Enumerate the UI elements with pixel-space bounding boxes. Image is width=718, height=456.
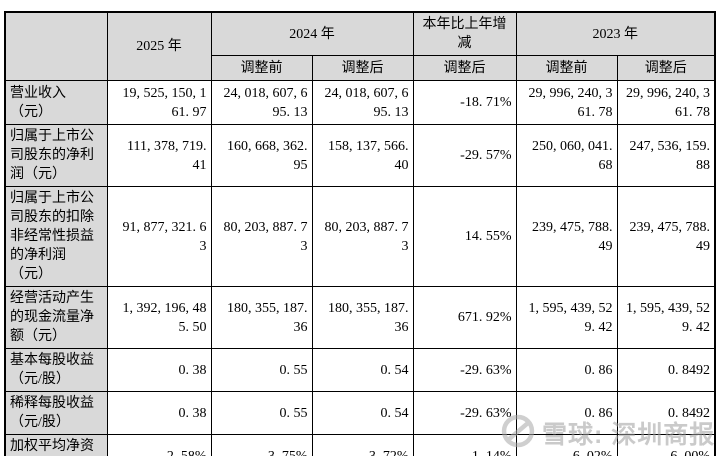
table-row-basic-eps: 基本每股收益 （元/股） 0. 38 0. 55 0. 54 -29. 63% … xyxy=(4,348,716,392)
cell-value: 180, 355, 187. 36 xyxy=(210,286,313,349)
cell-value: 0. 8492 xyxy=(616,391,716,435)
table-row-net-profit: 归属于上市公 司股东的净利 润（元） 111, 378, 719. 41 160… xyxy=(4,124,716,187)
cell-value: 3. 72% xyxy=(311,434,414,456)
cell-value: -29. 57% xyxy=(412,124,517,187)
header-cell-yoy-change: 本年比上年增减 xyxy=(412,11,517,56)
header-cell-2023: 2023 年 xyxy=(515,11,716,56)
row-label: 加权平均净资 产收益率 xyxy=(4,434,108,456)
cell-value: 0. 86 xyxy=(515,391,618,435)
cell-value: 0. 8492 xyxy=(616,348,716,392)
row-label: 营业收入 （元） xyxy=(4,80,108,125)
header-cell-2025: 2025 年 xyxy=(106,11,212,81)
cell-value: 14. 55% xyxy=(412,186,517,287)
cell-value: 158, 137, 566. 40 xyxy=(311,124,414,187)
cell-value: 0. 55 xyxy=(210,391,313,435)
cell-value: 1, 392, 196, 48 5. 50 xyxy=(106,286,212,349)
cell-value: 1, 595, 439, 52 9. 42 xyxy=(515,286,618,349)
cell-value: 0. 55 xyxy=(210,348,313,392)
cell-value: 250, 060, 041. 68 xyxy=(515,124,618,187)
header-cell-2023-adjust-before: 调整前 xyxy=(515,55,618,81)
cell-value: -29. 63% xyxy=(412,348,517,392)
cell-value: 239, 475, 788. 49 xyxy=(515,186,618,287)
table-row-diluted-eps: 稀释每股收益 （元/股） 0. 38 0. 55 0. 54 -29. 63% … xyxy=(4,391,716,435)
cell-value: 671. 92% xyxy=(412,286,517,349)
table-row-weighted-avg-roe: 加权平均净资 产收益率 2. 58% 3. 75% 3. 72% -1. 14%… xyxy=(4,434,716,456)
cell-value: -18. 71% xyxy=(412,80,517,125)
header-cell-2023-adjust-after: 调整后 xyxy=(616,55,716,81)
cell-value: 80, 203, 887. 7 3 xyxy=(210,186,313,287)
cell-value: 80, 203, 887. 7 3 xyxy=(311,186,414,287)
table-header-row-years: 2025 年 2024 年 本年比上年增减 2023 年 xyxy=(4,11,716,81)
table-header-row-adjust: 调整前 调整后 调整后 调整前 调整后 xyxy=(5,55,716,81)
cell-value: 19, 525, 150, 1 61. 97 xyxy=(106,80,212,125)
cell-value: 0. 38 xyxy=(106,348,212,392)
cell-value: 24, 018, 607, 6 95. 13 xyxy=(311,80,414,125)
table-row-operating-cash-flow: 经营活动产生 的现金流量净 额（元） 1, 392, 196, 48 5. 50… xyxy=(4,286,716,349)
cell-value: 0. 54 xyxy=(311,348,414,392)
cell-value: 111, 378, 719. 41 xyxy=(106,124,212,187)
header-cell-2024-adjust-after: 调整后 xyxy=(311,55,414,81)
row-label: 经营活动产生 的现金流量净 额（元） xyxy=(4,286,108,349)
row-label: 稀释每股收益 （元/股） xyxy=(4,391,108,435)
cell-value: 247, 536, 159. 88 xyxy=(616,124,716,187)
cell-value: 0. 86 xyxy=(515,348,618,392)
header-cell-2024-adjust-before: 调整前 xyxy=(210,55,313,81)
cell-value: 91, 877, 321. 6 3 xyxy=(106,186,212,287)
cell-value: 6. 02% xyxy=(515,434,618,456)
cell-value: 3. 75% xyxy=(210,434,313,456)
cell-value: 2. 58% xyxy=(106,434,212,456)
cell-value: 29, 996, 240, 3 61. 78 xyxy=(515,80,618,125)
row-label: 归属于上市公 司股东的净利 润（元） xyxy=(4,124,108,187)
header-cell-empty xyxy=(4,11,108,81)
table-row-net-profit-excl-nonrecurring: 归属于上市公 司股东的扣除 非经常性损益 的净利润 （元） 91, 877, 3… xyxy=(4,186,716,287)
cell-value: 29, 996, 240, 3 61. 78 xyxy=(616,80,716,125)
table-row-revenue: 营业收入 （元） 19, 525, 150, 1 61. 97 24, 018,… xyxy=(4,80,716,125)
cell-value: 0. 54 xyxy=(311,391,414,435)
cell-value: 6. 00% xyxy=(616,434,716,456)
row-label: 基本每股收益 （元/股） xyxy=(4,348,108,392)
cell-value: 1, 595, 439, 52 9. 42 xyxy=(616,286,716,349)
header-cell-yoy-adjust-after: 调整后 xyxy=(412,55,517,81)
row-label: 归属于上市公 司股东的扣除 非经常性损益 的净利润 （元） xyxy=(4,186,108,287)
cell-value: -29. 63% xyxy=(412,391,517,435)
cell-value: 24, 018, 607, 6 95. 13 xyxy=(210,80,313,125)
financial-summary-table: 2025 年 2024 年 本年比上年增减 2023 年 调整前 调整后 调整后… xyxy=(4,11,716,456)
cell-value: 160, 668, 362. 95 xyxy=(210,124,313,187)
cell-value: 0. 38 xyxy=(106,391,212,435)
header-cell-2024: 2024 年 xyxy=(210,11,414,56)
cell-value: -1. 14% xyxy=(412,434,517,456)
cell-value: 180, 355, 187. 36 xyxy=(311,286,414,349)
cell-value: 239, 475, 788. 49 xyxy=(616,186,716,287)
